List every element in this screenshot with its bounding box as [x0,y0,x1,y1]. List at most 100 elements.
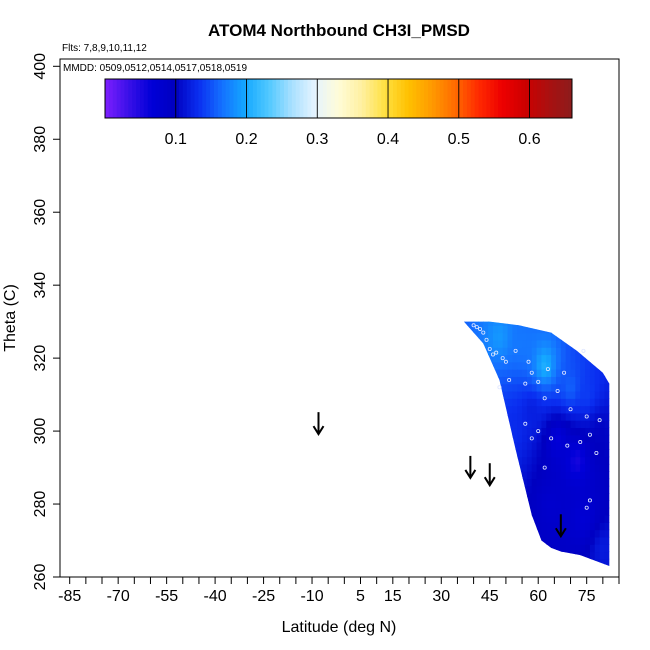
colorbar-swatch [194,79,199,118]
field-cell [585,544,591,553]
field-cell [575,471,581,480]
field-cell [594,347,601,356]
sample-point [545,367,550,372]
field-cell [546,544,552,553]
colorbar-swatch [377,79,382,118]
field-cell [560,354,567,363]
field-cell [565,558,572,567]
colorbar-swatch [544,79,550,118]
colorbar-swatch [303,79,308,118]
field-cell [492,412,499,421]
field-cell [536,529,543,538]
colorbar-swatch [202,79,207,118]
field-cell [468,347,475,356]
field-cell [526,500,533,509]
field-cell [536,361,543,370]
field-cell [468,354,475,363]
sample-point [555,388,560,393]
field-cell [531,514,538,523]
y-tick-label: 400 [32,53,49,80]
colorbar-swatch [233,79,238,118]
field-cell [463,321,470,326]
field-cell [589,325,596,334]
x-axis-title: Latitude (deg N) [282,619,397,636]
colorbar-swatch [221,79,227,118]
field-cell [463,405,470,414]
field-cell [463,325,470,334]
field-cell [512,390,518,399]
field-cell [589,354,596,363]
colorbar-swatch [241,79,246,118]
field-cell [522,361,528,370]
field-cell [536,485,543,494]
field-cell [492,442,499,450]
field-cell [502,383,509,392]
field-cell [497,332,504,341]
field-cell [575,398,581,407]
field-cell [575,463,581,472]
field-cell [497,339,504,348]
field-cell [585,383,591,392]
chart-subtitle: Flts: 7,8,9,10,11,12 [62,43,147,54]
colorbar-swatch [116,79,122,118]
field-cell [483,339,489,348]
field-cell [551,558,557,567]
field-cell [604,500,610,509]
field-cell [551,485,557,494]
field-cell [502,442,509,450]
field-cell [541,536,547,545]
colorbar-swatch [428,79,433,118]
field-cell [483,507,489,516]
colorbar-swatch [568,79,573,118]
field-cell [594,456,601,465]
sample-point [536,429,541,434]
colorbar-swatch [268,79,273,118]
field-cell [580,558,586,567]
field-cell [478,412,484,421]
field-cell [541,558,547,567]
field-cell [483,321,489,326]
field-cell [502,420,509,429]
field-cell [565,478,572,487]
colorbar-swatch [521,79,526,118]
field-cell [497,456,504,465]
field-cell [599,471,606,480]
x-tick-label: -25 [252,588,275,605]
field-cell [589,442,596,450]
field-cell [589,478,596,487]
field-cell [473,405,480,414]
field-cell [585,536,591,545]
field-cell [551,456,557,465]
field-cell [526,369,533,377]
field-cell [551,536,557,545]
field-cell [517,471,523,480]
field-cell [585,321,591,326]
y-axis: 260 280 300 320 340 360 380 400 [32,53,60,590]
flight-arrow [312,412,325,437]
field-cell [502,558,509,567]
field-cell [526,321,533,326]
colorbar-swatch [501,79,507,118]
field-cell [585,434,591,443]
field-cell [478,463,484,472]
field-cell [585,529,591,538]
field-cell [604,544,610,553]
field-cell [522,339,528,348]
field-cell [473,347,480,356]
field-cell [517,332,523,341]
field-cell [478,529,484,538]
field-cell [599,442,606,450]
field-cell [546,369,552,377]
field-cell [565,529,572,538]
x-tick-label: 60 [529,588,547,605]
colorbar-swatch [392,79,398,118]
field-cell [604,522,610,531]
sample-point [536,379,541,384]
field-cell [522,420,528,429]
field-cell [570,420,576,429]
field-cell [565,390,572,399]
field-cell [463,551,470,560]
field-cell [585,361,591,370]
field-cell [522,558,528,567]
